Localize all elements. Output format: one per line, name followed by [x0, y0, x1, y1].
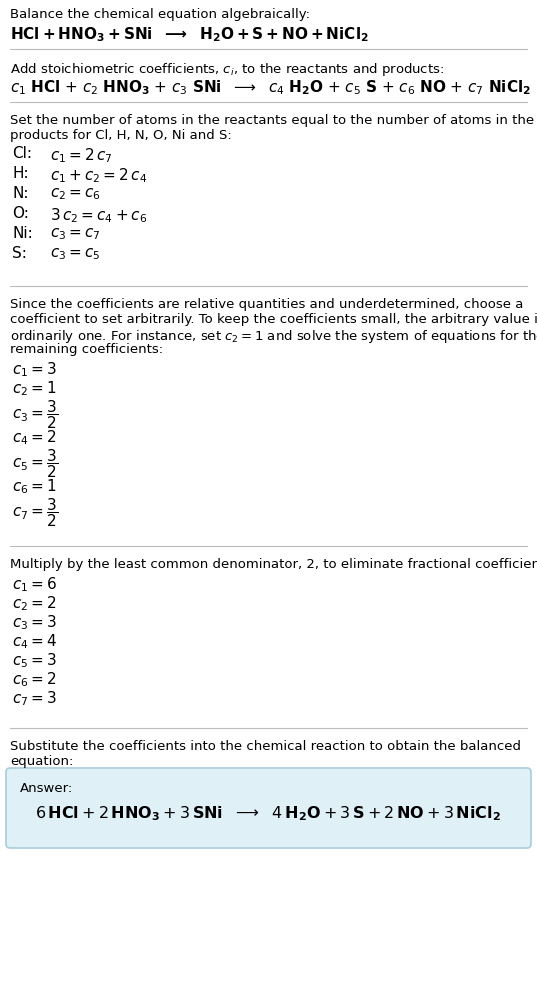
Text: $\mathbf{HCl + HNO_3 + SNi}$  $\mathbf{\longrightarrow}$  $\mathbf{H_2O + S + NO: $\mathbf{HCl + HNO_3 + SNi}$ $\mathbf{\l…: [10, 25, 369, 44]
Text: Add stoichiometric coefficients, $c_i$, to the reactants and products:: Add stoichiometric coefficients, $c_i$, …: [10, 61, 444, 78]
Text: Balance the chemical equation algebraically:: Balance the chemical equation algebraica…: [10, 8, 310, 21]
Text: remaining coefficients:: remaining coefficients:: [10, 343, 163, 356]
Text: Answer:: Answer:: [20, 782, 73, 795]
Text: Since the coefficients are relative quantities and underdetermined, choose a: Since the coefficients are relative quan…: [10, 298, 524, 311]
Text: $c_6 = 1$: $c_6 = 1$: [12, 477, 56, 496]
Text: $c_2 = c_6$: $c_2 = c_6$: [50, 186, 101, 202]
Text: Set the number of atoms in the reactants equal to the number of atoms in the: Set the number of atoms in the reactants…: [10, 114, 534, 127]
Text: Multiply by the least common denominator, 2, to eliminate fractional coefficient: Multiply by the least common denominator…: [10, 558, 537, 571]
Text: products for Cl, H, N, O, Ni and S:: products for Cl, H, N, O, Ni and S:: [10, 129, 232, 142]
Text: $3\,c_2 = c_4 + c_6$: $3\,c_2 = c_4 + c_6$: [50, 206, 147, 225]
Text: $c_3 = \dfrac{3}{2}$: $c_3 = \dfrac{3}{2}$: [12, 398, 58, 430]
Text: $c_7 = 3$: $c_7 = 3$: [12, 689, 57, 708]
Text: $c_3 = c_7$: $c_3 = c_7$: [50, 226, 100, 242]
Text: $c_5 = 3$: $c_5 = 3$: [12, 651, 57, 670]
Text: $c_7 = \dfrac{3}{2}$: $c_7 = \dfrac{3}{2}$: [12, 496, 58, 529]
Text: Cl:: Cl:: [12, 146, 32, 161]
Text: coefficient to set arbitrarily. To keep the coefficients small, the arbitrary va: coefficient to set arbitrarily. To keep …: [10, 313, 537, 326]
Text: $c_1 = 3$: $c_1 = 3$: [12, 360, 57, 379]
Text: $c_3 = c_5$: $c_3 = c_5$: [50, 246, 100, 261]
Text: $6\,\mathbf{HCl} + 2\,\mathbf{HNO_3} + 3\,\mathbf{SNi}$  $\longrightarrow$  $4\,: $6\,\mathbf{HCl} + 2\,\mathbf{HNO_3} + 3…: [35, 804, 501, 823]
FancyBboxPatch shape: [6, 768, 531, 848]
Text: $c_4 = 2$: $c_4 = 2$: [12, 428, 56, 446]
Text: $c_1 = 6$: $c_1 = 6$: [12, 575, 57, 593]
Text: equation:: equation:: [10, 755, 74, 768]
Text: S:: S:: [12, 246, 27, 261]
Text: $c_1 = 2\,c_7$: $c_1 = 2\,c_7$: [50, 146, 113, 165]
Text: $c_5 = \dfrac{3}{2}$: $c_5 = \dfrac{3}{2}$: [12, 447, 58, 480]
Text: $c_3 = 3$: $c_3 = 3$: [12, 613, 57, 632]
Text: N:: N:: [12, 186, 28, 201]
Text: H:: H:: [12, 166, 28, 181]
Text: ordinarily one. For instance, set $c_2 = 1$ and solve the system of equations fo: ordinarily one. For instance, set $c_2 =…: [10, 328, 537, 345]
Text: $c_4 = 4$: $c_4 = 4$: [12, 632, 57, 651]
Text: Ni:: Ni:: [12, 226, 33, 241]
Text: Substitute the coefficients into the chemical reaction to obtain the balanced: Substitute the coefficients into the che…: [10, 740, 521, 753]
Text: $c_6 = 2$: $c_6 = 2$: [12, 670, 56, 689]
Text: $c_2 = 2$: $c_2 = 2$: [12, 594, 56, 612]
Text: $c_2 = 1$: $c_2 = 1$: [12, 379, 56, 398]
Text: O:: O:: [12, 206, 29, 221]
Text: $c_1$ $\mathbf{HCl}$ + $c_2$ $\mathbf{HNO_3}$ + $c_3$ $\mathbf{SNi}$  $\longrigh: $c_1$ $\mathbf{HCl}$ + $c_2$ $\mathbf{HN…: [10, 78, 531, 96]
Text: $c_1 + c_2 = 2\,c_4$: $c_1 + c_2 = 2\,c_4$: [50, 166, 147, 185]
